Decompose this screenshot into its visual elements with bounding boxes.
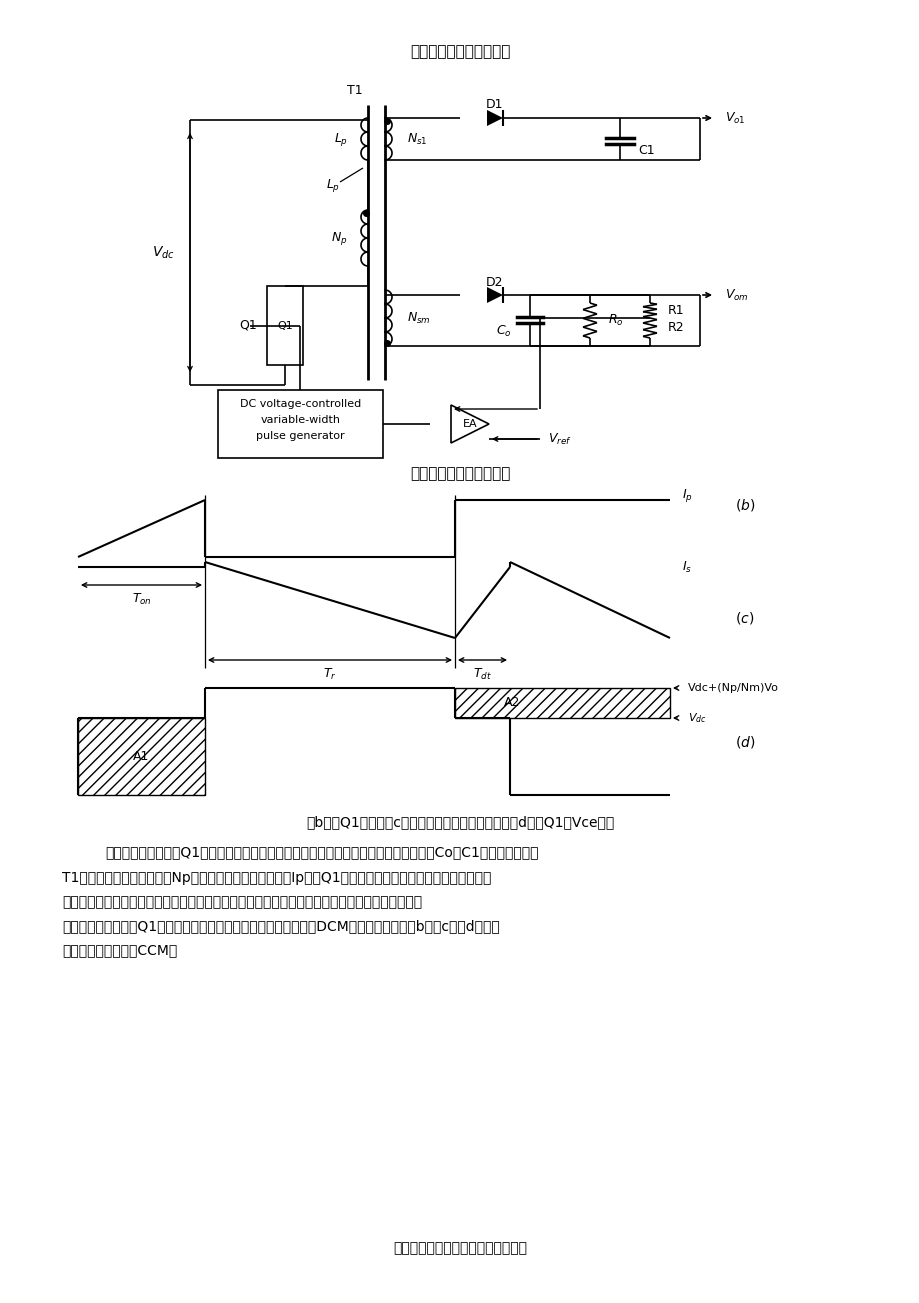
Text: 单端反激拓扑的基本电路: 单端反激拓扑的基本电路	[409, 44, 510, 60]
Text: $T_{dt}$: $T_{dt}$	[472, 666, 492, 681]
Polygon shape	[486, 287, 503, 304]
Bar	[78, 718, 205, 795]
Text: 二极管导通，同时初级侧线圈储存的能量传递到次级，提供负载电流，同时给输出电容充电。若次: 二极管导通，同时初级侧线圈储存的能量传递到次级，提供负载电流，同时给输出电容充电…	[62, 895, 422, 909]
Text: 工作原理如下：当Q1导通时，所有的次级侧整流二极管都反向截止，　　输出电容（Co、C1）给负载供电。: 工作原理如下：当Q1导通时，所有的次级侧整流二极管都反向截止， 输出电容（Co、…	[105, 846, 538, 859]
Text: R2: R2	[667, 322, 684, 335]
Text: $V_{dc}$: $V_{dc}$	[152, 244, 175, 261]
Text: $V_{o1}$: $V_{o1}$	[724, 111, 744, 125]
Bar	[218, 390, 382, 457]
Text: DC voltage-controlled: DC voltage-controlled	[240, 399, 361, 409]
Text: A1: A1	[133, 751, 150, 764]
Bar	[267, 285, 302, 365]
Polygon shape	[450, 405, 489, 443]
Text: $L_p$: $L_p$	[325, 176, 340, 194]
Text: $I_p$: $I_p$	[681, 486, 692, 503]
Text: $(b)$: $(b)$	[734, 496, 754, 513]
Polygon shape	[486, 109, 503, 126]
Text: A2: A2	[504, 697, 520, 710]
Text: $N_p$: $N_p$	[331, 229, 347, 246]
Text: $N_{sm}$: $N_{sm}$	[406, 310, 430, 326]
Text: Vdc+(Np/Nm)Vo: Vdc+(Np/Nm)Vo	[687, 683, 778, 693]
Text: T1: T1	[347, 83, 363, 96]
Text: $T_r$: $T_r$	[323, 666, 336, 681]
Text: T1相当于一个纯电感，流过Np的电流线性上升，达到峰值Ip。当Q1关断时，所有绕组电压反向，次级侧整流: T1相当于一个纯电感，流过Np的电流线性上升，达到峰值Ip。当Q1关断时，所有绕…	[62, 870, 491, 885]
Text: $L_p$: $L_p$	[334, 130, 347, 147]
Text: $C_o$: $C_o$	[495, 324, 512, 339]
Text: Q1: Q1	[239, 319, 256, 332]
Text: 级侧电流在下一周期Q1导通前下降到零，则电路工作于断续模式（DCM），波形如上图（b）（c）（d），反: 级侧电流在下一周期Q1导通前下降到零，则电路工作于断续模式（DCM），波形如上图…	[62, 919, 499, 933]
Text: R1: R1	[667, 304, 684, 317]
Text: Q1: Q1	[277, 321, 292, 331]
Text: （b）为Q1电流，（c）为次级整流二极管电流，　（d）为Q1的Vce电压: （b）为Q1电流，（c）为次级整流二极管电流， （d）为Q1的Vce电压	[305, 814, 614, 829]
Text: $I_s$: $I_s$	[681, 559, 691, 575]
Text: variable-width: variable-width	[260, 414, 340, 425]
Text: 单端反激拓扑的基本电路: 单端反激拓扑的基本电路	[409, 466, 510, 482]
Text: $R_o$: $R_o$	[607, 313, 623, 328]
Text: 专业文档供参考，如有帮助请下载。: 专业文档供参考，如有帮助请下载。	[392, 1240, 527, 1255]
Text: $V_{dc}$: $V_{dc}$	[687, 711, 706, 724]
Text: $V_{om}$: $V_{om}$	[724, 288, 748, 302]
Text: $(c)$: $(c)$	[734, 610, 754, 625]
Text: $V_{ref}$: $V_{ref}$	[548, 431, 571, 447]
Bar	[455, 688, 669, 718]
Text: D2: D2	[486, 275, 504, 288]
Text: EA: EA	[462, 420, 477, 429]
Text: D1: D1	[486, 99, 504, 112]
Text: 之则处于连续模式（CCM）: 之则处于连续模式（CCM）	[62, 943, 177, 956]
Text: $(d)$: $(d)$	[734, 734, 754, 749]
Text: $N_{s1}$: $N_{s1}$	[406, 132, 427, 146]
Text: pulse generator: pulse generator	[255, 431, 345, 440]
Text: $T_{on}$: $T_{on}$	[131, 592, 152, 607]
Text: C1: C1	[637, 145, 654, 158]
